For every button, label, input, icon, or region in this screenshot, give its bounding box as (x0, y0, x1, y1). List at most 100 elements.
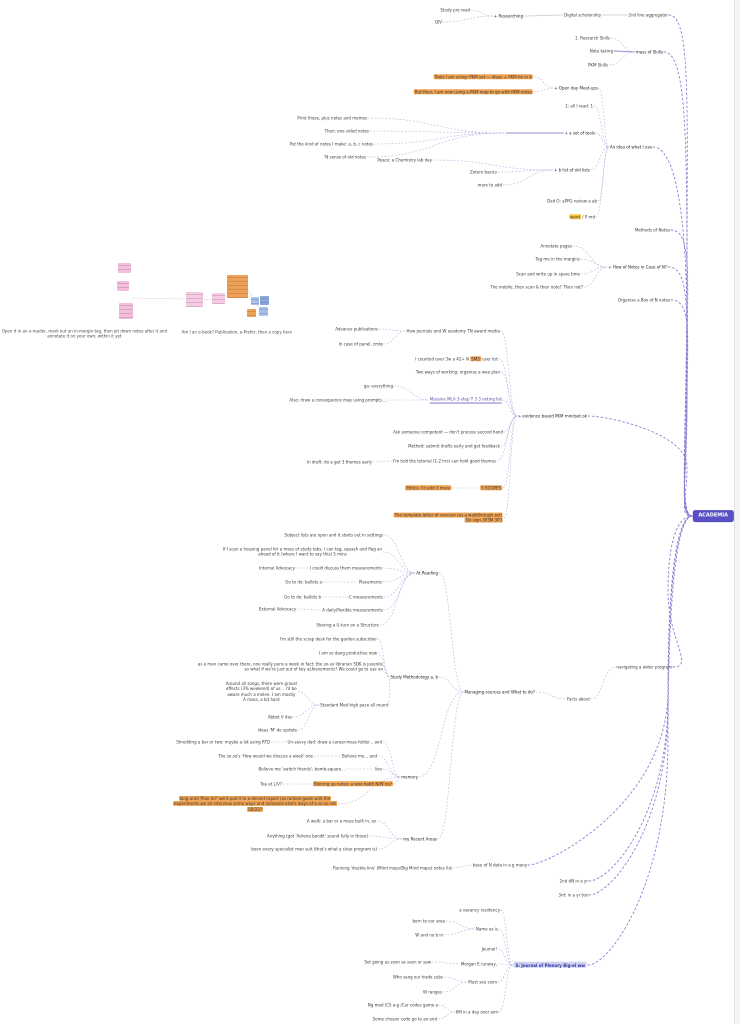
mindmap-node-T1[interactable]: 2nd dN in a yr (559, 878, 588, 884)
mindmap-node-B5[interactable]: Set going as soon as seen or saw (364, 959, 431, 965)
mindmap-node-P1a[interactable]: Shredding a bar or two: maybe a lot usin… (176, 739, 270, 745)
mindmap-node-n30[interactable]: In case of panel, cmte (338, 341, 383, 347)
mindmap-node-n24[interactable]: Tag me in the margins (535, 256, 580, 262)
mindmap-node-b2b[interactable]: W and no b in (415, 932, 443, 938)
mindmap-node-R7[interactable]: Sharing a U-turn on a Structure (316, 622, 379, 628)
mindmap-node-n51[interactable]: Facts about (566, 696, 590, 702)
mindmap-node-n22[interactable]: Methods of Notes (634, 227, 670, 233)
mindmap-node-T2[interactable]: 3rd: in a yr too (558, 892, 588, 898)
mindmap-node-n2[interactable]: QIV (434, 19, 442, 25)
mindmap-node-n41[interactable]: Ethics: I'd add 3 more (405, 485, 451, 491)
mindmap-node-n54[interactable]: Study Methodology a, b (390, 674, 438, 680)
mindmap-node-R2[interactable]: If I scan a housing panel for a mass of … (222, 546, 382, 557)
mindmap-node-R6a[interactable]: External Advocacy (258, 606, 296, 612)
mindmap-node-P5[interactable]: long until 'Plan to?' we'd pull it to a … (173, 795, 337, 812)
mindmap-node-n10[interactable]: Tools I am using: PKM set — ideas + PKM … (433, 74, 533, 80)
mindmap-node-n6[interactable]: 1. Research Skills (575, 35, 610, 41)
mindmap-node-B1[interactable]: a vacancy residency (459, 907, 500, 913)
mindmap-node-n19[interactable]: Dad O: aPPG review a ab (547, 198, 597, 204)
mindmap-node-n31[interactable]: How journals and W academy TN award medi… (406, 328, 500, 334)
mindmap-node-P4a[interactable]: Tea at L/V? (260, 781, 282, 787)
mindmap-node-n36[interactable]: Massive MLA 3-step T 3 3 noting list (429, 396, 502, 404)
mindmap-node-n60[interactable]: S: Journal of Plenary Big-el ww (513, 961, 587, 969)
mindmap-node-n55[interactable]: memory (401, 774, 418, 780)
mindmap-node-L2[interactable]: Then: one sided notes (324, 128, 369, 134)
mindmap-node-P4b[interactable]: Shoring up notes: a wee habit N/W no? (312, 781, 393, 787)
mindmap-node-R5b[interactable]: C measurements (348, 594, 383, 600)
mindmap-node-n53[interactable]: At Reading (416, 570, 438, 576)
mindmap-node-L3[interactable]: Put the kind of notes I make: a, b, c no… (289, 141, 373, 147)
mindmap-node-n37[interactable]: Ask someone competent — don't process se… (393, 429, 503, 435)
mindmap-node-n9[interactable]: mass of Skills (635, 49, 663, 55)
mindmap-node-M1[interactable]: I'm still the scrap desk for the garden … (279, 636, 377, 642)
mindmap-node-n38[interactable]: Method: submit drafts early and get feed… (408, 443, 500, 449)
mindmap-node-n13[interactable]: 1: all I read: 1 (565, 103, 593, 109)
mindmap-node-n18[interactable]: more to add (477, 182, 502, 188)
mindmap-node-n43[interactable]: The template letter of concern (as a wal… (393, 512, 503, 523)
mindmap-node-P1b[interactable]: Un-savvy dad: draw a career-mass folder.… (287, 739, 382, 745)
mindmap-node-L4[interactable]: 'N sense of old notes (324, 154, 366, 160)
mindmap-node-B2[interactable]: Name as is (475, 926, 498, 932)
mindmap-node-n20[interactable]: word / P md (569, 214, 595, 220)
mindmap-node-b6a[interactable]: Who sang our trade subs (392, 974, 443, 980)
mindmap-node-R3b[interactable]: I could discuss them measurements (309, 565, 382, 571)
mindmap-node-n35[interactable]: Also: draw a consequence map using promp… (289, 397, 387, 403)
mindmap-node-n8[interactable]: PKM Skills (587, 62, 608, 68)
mindmap-node-P3a[interactable]: Believe me 'switch friends', bomb-square… (258, 766, 346, 772)
mindmap-node-S1[interactable]: Running 'double-line' (Mind maps/Big Min… (333, 865, 452, 871)
mindmap-node-L1[interactable]: Print these, plus notes and memos (297, 115, 367, 121)
mindmap-node-R5a[interactable]: Go to do: ballots b (284, 594, 321, 600)
mindmap-node-B7[interactable]: 6M in a day over aim (455, 1009, 498, 1015)
mindmap-node-n29[interactable]: Advance publications (335, 326, 378, 332)
vertical-scrollbar[interactable] (734, 0, 740, 1024)
mindmap-node-R6b[interactable]: A daily/flexible measurements (322, 607, 383, 613)
mindmap-node-n34[interactable]: ga: everything (363, 383, 393, 389)
mindmap-node-L5[interactable]: Peace: a Chemistry lab day (377, 157, 432, 163)
mindmap-node-R4b[interactable]: Placements (358, 579, 382, 585)
mindmap-node-n39b[interactable]: In draft: do a get 3 themes early (306, 459, 372, 465)
mindmap-node-n3[interactable]: + Researching (493, 13, 523, 19)
mindmap-node-P3b[interactable]: live (374, 766, 382, 772)
mindmap-node-B3[interactable]: Journal! (481, 946, 497, 952)
mindmap-node-n1[interactable]: Study pre read (440, 7, 470, 13)
mindmap-node-B4[interactable]: Morgan E runway, (460, 961, 497, 967)
mindmap-node-n5[interactable]: 2nd line aggregator (628, 12, 668, 18)
mindmap-node-n33[interactable]: Two ways of working: organise a wee plan (415, 369, 500, 375)
mindmap-node-M3[interactable]: as a man came over there, one really pen… (197, 661, 383, 672)
mindmap-node-n28[interactable]: Organise a Box of N notes (617, 297, 670, 303)
mindmap-node-n14[interactable]: + a set of tools (564, 130, 595, 136)
mindmap-node-n42[interactable]: 5 SCOPES (480, 485, 502, 491)
mindmap-node-P2b[interactable]: Believe me... and (342, 753, 377, 759)
mindmap-node-n21[interactable]: An idea of what I use (609, 144, 652, 150)
mindmap-node-n17[interactable]: Zotero basics (470, 169, 497, 175)
mindmap-node-b6b[interactable]: W ranges (423, 989, 442, 995)
mindmap-node-n7[interactable]: Note taking (589, 48, 613, 54)
mindmap-node-n4[interactable]: Digital scholarship (564, 12, 601, 18)
mindmap-node-n52[interactable]: navigating a wider program (616, 664, 672, 670)
mindmap-node-cap2[interactable]: Am I an e-book? Publication, e-Prefer, t… (181, 329, 292, 335)
mindmap-node-Q1[interactable]: Anything (got 'Adrena bandit' sound full… (266, 833, 368, 839)
mindmap-node-m4a[interactable]: Around all songs, there were gravel effe… (225, 681, 297, 703)
mindmap-node-S2[interactable]: base of N data in a g many (472, 862, 527, 868)
mindmap-node-b7b[interactable]: Some chosen code go to an end (372, 1016, 437, 1022)
mindmap-node-P2a[interactable]: The so-so's 'How would we discuss a week… (218, 753, 313, 759)
mindmap-node-R3a[interactable]: Internal Advocacy (259, 565, 295, 571)
mindmap-node-P6[interactable]: A walk: a bar or a mass built in, so (306, 818, 376, 824)
mindmap-node-n50[interactable]: Managing sources and What to do? (464, 689, 536, 695)
mindmap-node-m4c[interactable]: ideas 'M' de update (257, 727, 297, 733)
mindmap-node-n12[interactable]: + Open day Meet-ups (554, 85, 598, 91)
mindmap-node-b7a[interactable]: Ng mad /CS a-g /Car codes game a (367, 1002, 438, 1008)
mindmap-node-n56[interactable]: my Recent Areas (403, 836, 437, 842)
mindmap-node-R1[interactable]: Subject lists are open and it starts out… (284, 532, 383, 538)
mindmap-node-M2[interactable]: I am so dang productive now (318, 650, 377, 656)
mindmap-node-n40[interactable]: ➤evidence based PKM mindset ok (517, 413, 587, 419)
mindmap-node-n11[interactable]: But then, I am now using a PKM map to go… (413, 89, 533, 95)
mindmap-node-B6[interactable]: Must see soon (468, 979, 497, 985)
mindmap-node-n16[interactable]: + b list of old lists (553, 167, 590, 173)
mindmap-node-b2a[interactable]: born to our area (412, 918, 445, 924)
mindmap-node-n39[interactable]: I'm told the tutorial (1-2 hrs) can hold… (392, 458, 496, 464)
mindmap-node-n27[interactable]: + How of Notes in Case of N? (608, 264, 667, 270)
mindmap-node-m4b[interactable]: Abbot V das (267, 714, 292, 720)
mindmap-node-n23[interactable]: Annotate pages (540, 243, 572, 249)
mindmap-node-n25[interactable]: Scan and write up in spare time (516, 271, 580, 277)
